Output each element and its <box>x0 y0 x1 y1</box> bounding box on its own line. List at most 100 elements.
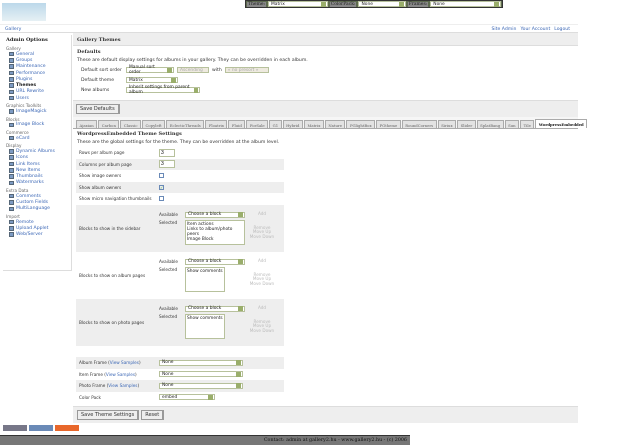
move-down-button[interactable]: Move Down <box>249 234 275 240</box>
tab-splatbang[interactable]: SplatBang <box>476 120 504 128</box>
sidebar-item-label[interactable]: MultiLanguage <box>16 206 50 212</box>
item-frame-select[interactable]: None <box>159 371 243 378</box>
tab-sun[interactable]: Sun <box>504 120 520 128</box>
new-albums-select[interactable]: Inherit settings from parent album <box>126 85 200 95</box>
tab-hybrid[interactable]: Hybrid <box>282 120 303 128</box>
sidebar-item-label[interactable]: URL Rewrite <box>16 89 44 95</box>
move-up-button[interactable]: Move Up <box>252 323 272 329</box>
sort-order-select[interactable]: Manual sort order <box>126 65 174 75</box>
photo-frame-select[interactable]: None <box>159 382 243 389</box>
sidebar-item-watermarks[interactable]: Watermarks <box>6 180 68 186</box>
site-admin-link[interactable]: Site Admin <box>491 27 517 32</box>
sidebar-item-label[interactable]: Upload Applet <box>16 225 49 231</box>
album-owners-checkbox[interactable]: ✓ <box>159 184 164 190</box>
sidebar-item-performance[interactable]: Performance <box>6 70 68 76</box>
badge-icon[interactable] <box>3 425 27 431</box>
sidebar-item-comments[interactable]: Comments <box>6 193 68 199</box>
save-defaults-button[interactable]: Save Defaults <box>76 104 120 114</box>
micro-nav-checkbox[interactable] <box>159 195 164 201</box>
sidebar-item-label[interactable]: Dynamic Albums <box>16 148 55 154</box>
move-down-button[interactable]: Move Down <box>249 281 275 287</box>
available-blocks-select[interactable]: Choose a block <box>185 211 245 218</box>
tab-carbon[interactable]: Carbon <box>98 120 120 128</box>
selected-block-item[interactable]: Show comments <box>187 315 223 321</box>
sidebar-item-url-rewrite[interactable]: URL Rewrite <box>6 89 68 95</box>
sidebar-item-web-server[interactable]: Web/Server <box>6 232 68 238</box>
colorpack-select[interactable]: None <box>358 1 406 7</box>
cols-input[interactable] <box>159 160 175 169</box>
sidebar-item-imagemagick[interactable]: ImageMagick <box>6 108 68 114</box>
item-frame-samples-link[interactable]: View Samples <box>105 371 136 377</box>
tab-ajaxian[interactable]: Ajaxian <box>76 120 98 128</box>
remove-block-button[interactable]: Remove <box>253 271 271 277</box>
reset-button[interactable]: Reset <box>141 410 165 420</box>
sidebar-item-label[interactable]: New Items <box>16 167 41 173</box>
photo-frame-samples-link[interactable]: View Samples <box>108 383 138 389</box>
sidebar-item-label[interactable]: Watermarks <box>16 180 44 186</box>
sidebar-item-ecard[interactable]: eCard <box>6 135 68 141</box>
album-frame-select[interactable]: None <box>159 359 243 366</box>
tab-wordpressembedded[interactable]: WordpressEmbedded <box>535 119 588 128</box>
selected-block-item[interactable]: Links to album/photo peers <box>187 226 233 237</box>
tab-copyleft[interactable]: Copyleft <box>142 120 166 128</box>
add-block-button[interactable]: Add <box>257 210 267 216</box>
selected-block-item[interactable]: Item actions <box>187 221 214 227</box>
your-account-link[interactable]: Your Account <box>520 27 551 32</box>
save-theme-settings-button[interactable]: Save Theme Settings <box>77 410 140 420</box>
badge-icon[interactable] <box>55 425 79 431</box>
remove-block-button[interactable]: Remove <box>253 318 271 324</box>
sidebar-item-label[interactable]: Image Block <box>16 122 45 128</box>
sidebar-item-label[interactable]: Web/Server <box>16 232 43 238</box>
sidebar-item-label[interactable]: Comments <box>16 193 41 199</box>
sidebar-item-label[interactable]: Link Items <box>16 161 40 167</box>
sidebar-item-label[interactable]: ImageMagick <box>16 109 47 115</box>
sidebar-item-label[interactable]: Icons <box>16 155 28 161</box>
available-blocks-select[interactable]: Choose a block <box>185 258 245 265</box>
sidebar-item-image-block[interactable]: Image Block <box>6 122 68 128</box>
sidebar-item-label[interactable]: Maintenance <box>16 64 46 70</box>
image-owners-checkbox[interactable] <box>159 172 164 178</box>
tab-pgtheme[interactable]: PGtheme <box>376 120 401 128</box>
move-up-button[interactable]: Move Up <box>252 276 272 282</box>
sidebar-item-themes[interactable]: Themes <box>6 82 68 88</box>
sidebar-item-label[interactable]: Performance <box>16 70 46 76</box>
tab-roundcorners[interactable]: RoundCorners <box>401 120 437 128</box>
selected-blocks-list[interactable]: Show comments <box>185 313 225 339</box>
available-blocks-select[interactable]: Choose a block <box>185 305 245 312</box>
tab-fluid[interactable]: Fluid <box>228 120 246 128</box>
gallery-logo[interactable] <box>2 3 46 21</box>
sidebar-item-label[interactable]: Groups <box>16 57 33 63</box>
move-up-button[interactable]: Move Up <box>252 229 272 235</box>
tab-floatrix[interactable]: Floatrix <box>205 120 228 128</box>
sidebar-item-icons[interactable]: Icons <box>6 155 68 161</box>
tab-classic[interactable]: Classic <box>120 120 142 128</box>
default-theme-select[interactable]: Matrix <box>126 77 178 83</box>
frames-select[interactable]: None <box>430 1 501 7</box>
remove-block-button[interactable]: Remove <box>253 224 271 230</box>
sidebar-item-label[interactable]: Remote <box>16 219 34 225</box>
tab-g1[interactable]: G1 <box>269 120 282 128</box>
sidebar-item-label[interactable]: Custom Fields <box>16 199 49 205</box>
sidebar-item-link-items[interactable]: Link Items <box>6 161 68 167</box>
sidebar-item-label[interactable]: Users <box>16 95 29 101</box>
sidebar-item-thumbnails[interactable]: Thumbnails <box>6 173 68 179</box>
rows-input[interactable] <box>159 148 175 157</box>
sidebar-item-maintenance[interactable]: Maintenance <box>6 64 68 70</box>
tab-nature[interactable]: Nature <box>324 120 346 128</box>
logout-link[interactable]: Logout <box>554 27 570 32</box>
album-frame-samples-link[interactable]: View Samples <box>109 360 139 366</box>
sidebar-item-label[interactable]: Thumbnails <box>16 174 43 180</box>
tab-eclecticthreads[interactable]: EclecticThreads <box>166 120 205 128</box>
sidebar-item-custom-fields[interactable]: Custom Fields <box>6 199 68 205</box>
tab-slider[interactable]: Slider <box>457 120 476 128</box>
sidebar-item-groups[interactable]: Groups <box>6 57 68 63</box>
sidebar-item-label[interactable]: General <box>16 51 35 57</box>
add-block-button[interactable]: Add <box>257 304 267 310</box>
badge-icon[interactable] <box>29 425 53 431</box>
move-down-button[interactable]: Move Down <box>249 328 275 334</box>
breadcrumb-gallery[interactable]: Gallery <box>5 27 22 32</box>
sidebar-item-label[interactable]: eCard <box>16 135 30 141</box>
tab-matrix[interactable]: Matrix <box>303 120 324 128</box>
sidebar-item-plugins[interactable]: Plugins <box>6 76 68 82</box>
color-pack-select[interactable]: embed <box>159 394 215 401</box>
